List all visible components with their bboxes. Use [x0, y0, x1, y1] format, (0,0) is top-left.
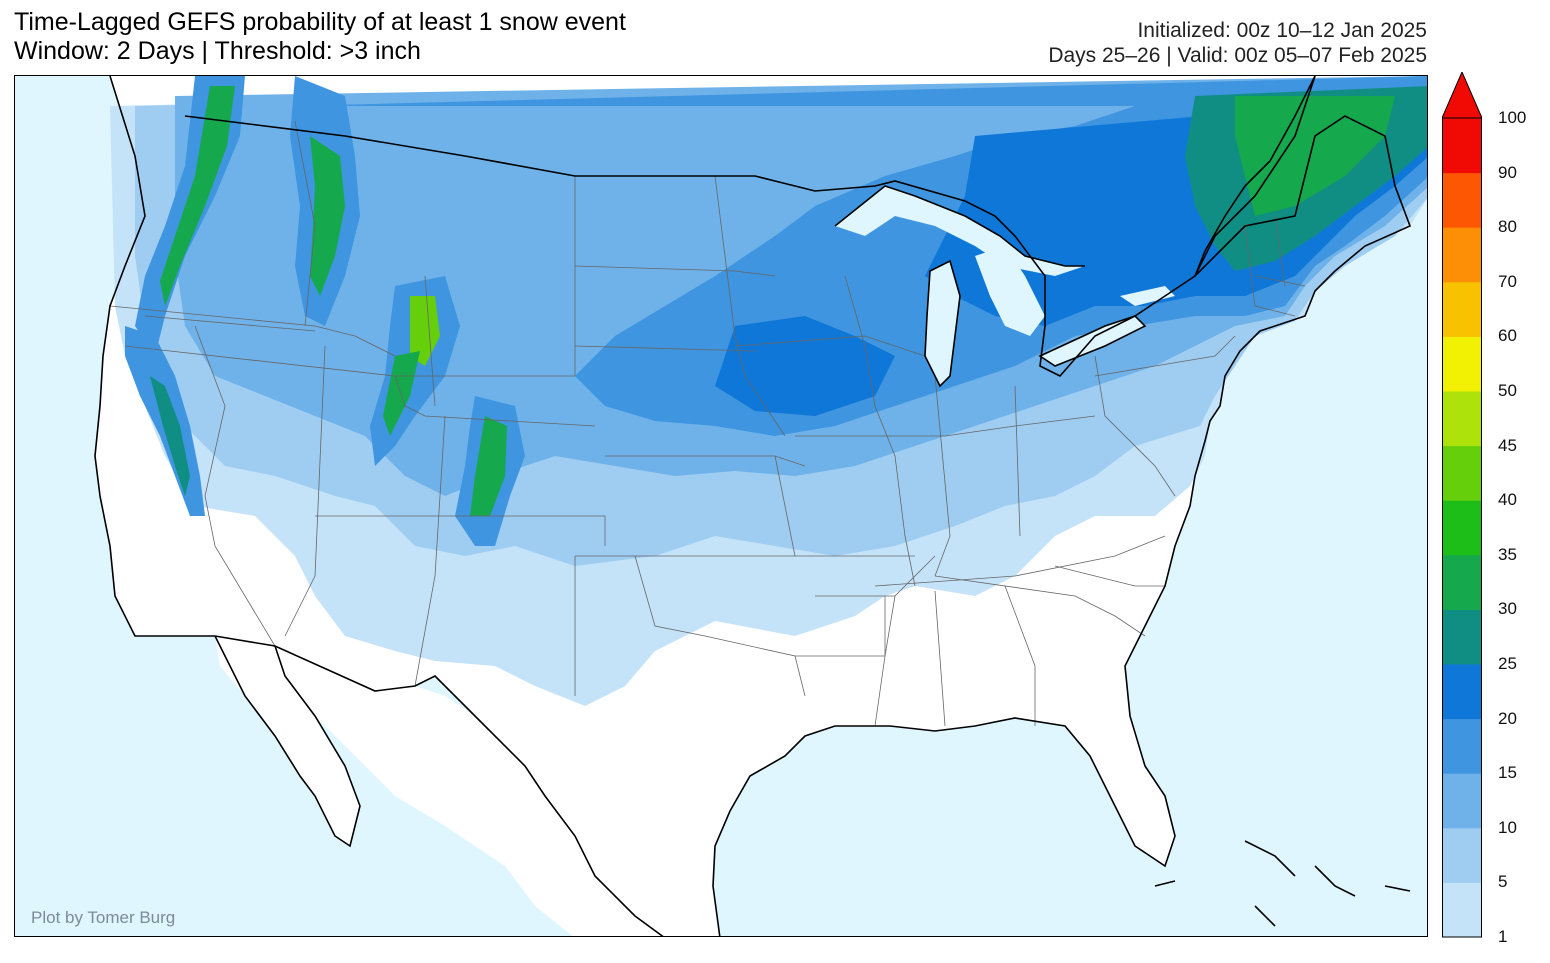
colorbar-tick-label: 50 — [1498, 381, 1517, 400]
map-canvas — [94, 76, 1427, 936]
colorbar-bin — [1442, 336, 1482, 392]
colorbar-bin — [1442, 664, 1482, 720]
land-baja — [215, 636, 360, 846]
map-title: Time-Lagged GEFS probability of at least… — [14, 8, 626, 66]
colorbar — [1442, 72, 1482, 938]
colorbar-tick-label: 5 — [1498, 872, 1508, 892]
snow-probability-field — [110, 76, 1427, 706]
valid-time: Days 25–26 | Valid: 00z 05–07 Feb 2025 — [1048, 44, 1427, 67]
colorbar-tick-label: 45 — [1498, 435, 1517, 455]
colorbar-bin — [1442, 227, 1482, 283]
colorbar-tick-label: 10 — [1498, 817, 1517, 837]
coastlines-borders — [94, 76, 1412, 936]
colorbar-bin — [1442, 118, 1482, 174]
colorbar-bin — [1442, 172, 1482, 228]
colorbar-bin — [1442, 827, 1482, 883]
colorbar-tick-label: 20 — [1498, 708, 1517, 728]
colorbar-bin — [1442, 609, 1482, 665]
colorbar-outline — [1442, 117, 1482, 938]
colorbar-tick-label: 25 — [1498, 654, 1517, 673]
colorbar-bin — [1442, 882, 1482, 938]
caribbean-islands — [1154, 840, 1411, 927]
colorbar-bin — [1442, 773, 1482, 829]
map-panel: Plot by Tomer Burg — [14, 75, 1428, 937]
colorbar-tick-label: 35 — [1498, 544, 1517, 564]
colorbar-labels: 1 5 10 15 20 25 30 35 40 45 50 60 70 80 90 100 — [1498, 0, 1548, 963]
init-time: Initialized: 00z 10–12 Jan 2025 — [1137, 19, 1427, 42]
state-boundaries — [109, 120, 1306, 727]
colorbar-tick-label: 1 — [1498, 927, 1508, 946]
colorbar-tick-label: 30 — [1498, 599, 1517, 619]
colorbar-bin — [1442, 718, 1482, 774]
colorbar-tick-label: 70 — [1498, 271, 1517, 291]
colorbar-extend-arrow — [1442, 72, 1482, 119]
colorbar-tick-label: 60 — [1498, 326, 1517, 346]
colorbar-tick-label: 100 — [1498, 108, 1527, 127]
colorbar-bin — [1442, 554, 1482, 610]
colorbar-tick-label: 90 — [1498, 162, 1517, 182]
title-line-2: Window: 2 Days | Threshold: >3 inch — [14, 37, 421, 65]
colorbar-tick-label: 15 — [1498, 763, 1517, 783]
land-sonora — [275, 646, 663, 936]
plot-credit: Plot by Tomer Burg — [31, 908, 176, 927]
colorbar-bin — [1442, 391, 1482, 447]
colorbar-bin — [1442, 281, 1482, 337]
colorbar-tick-label: 80 — [1498, 217, 1517, 237]
colorbar-bin — [1442, 445, 1482, 501]
title-line-1: Time-Lagged GEFS probability of at least… — [14, 8, 626, 36]
colorbar-tick-label: 40 — [1498, 490, 1517, 510]
run-info: Initialized: 00z 10–12 Jan 2025 Days 25–… — [1048, 18, 1427, 68]
colorbar-bin — [1442, 500, 1482, 556]
